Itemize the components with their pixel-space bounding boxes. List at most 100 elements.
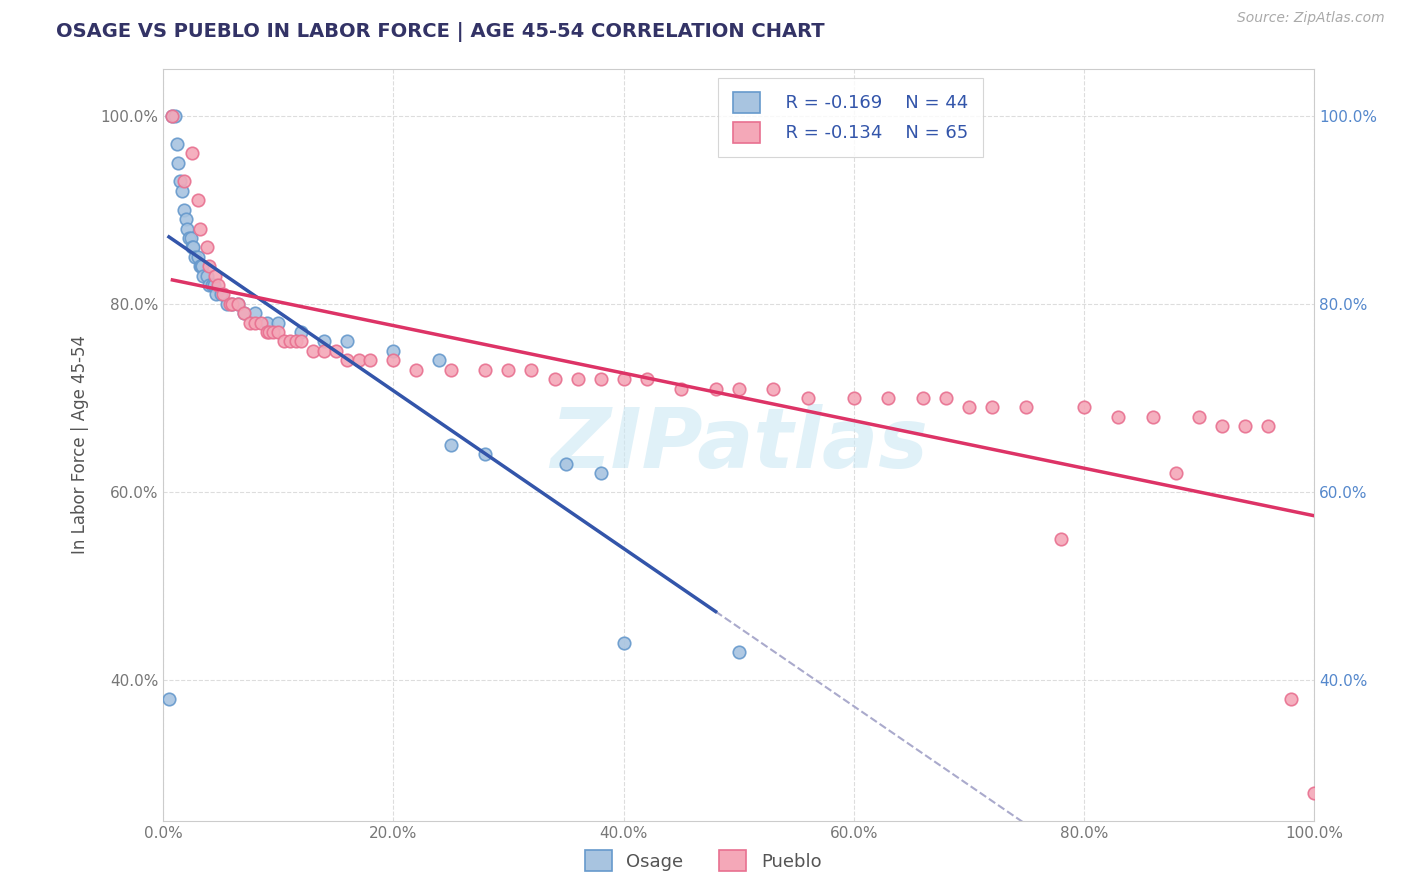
Point — [1303, 786, 1326, 800]
Point — [727, 645, 749, 659]
Point — [202, 277, 225, 292]
Point — [1257, 419, 1279, 434]
Point — [440, 362, 463, 376]
Point — [204, 268, 226, 283]
Point — [173, 174, 195, 188]
Point — [1107, 409, 1129, 424]
Point — [382, 353, 405, 368]
Point — [429, 353, 451, 368]
Point — [980, 401, 1002, 415]
Point — [245, 306, 267, 320]
Point — [290, 334, 312, 349]
Point — [207, 277, 229, 292]
Point — [226, 297, 249, 311]
Point — [1050, 532, 1073, 546]
Point — [669, 382, 692, 396]
Point — [232, 306, 254, 320]
Legend: Osage, Pueblo: Osage, Pueblo — [578, 843, 828, 879]
Legend:   R = -0.169    N = 44,   R = -0.134    N = 65: R = -0.169 N = 44, R = -0.134 N = 65 — [718, 78, 983, 157]
Point — [567, 372, 589, 386]
Point — [169, 174, 191, 188]
Point — [1279, 692, 1302, 706]
Point — [181, 240, 204, 254]
Point — [188, 259, 211, 273]
Point — [256, 316, 278, 330]
Point — [256, 325, 278, 339]
Point — [177, 231, 200, 245]
Point — [166, 136, 188, 151]
Point — [267, 316, 290, 330]
Point — [520, 362, 543, 376]
Point — [195, 268, 218, 283]
Point — [232, 306, 254, 320]
Point — [163, 109, 186, 123]
Point — [336, 334, 359, 349]
Point — [877, 391, 900, 405]
Point — [219, 297, 242, 311]
Point — [727, 382, 749, 396]
Point — [314, 343, 336, 358]
Point — [193, 268, 215, 283]
Point — [1234, 419, 1257, 434]
Point — [957, 401, 980, 415]
Point — [205, 287, 228, 301]
Point — [267, 325, 290, 339]
Point — [1211, 419, 1233, 434]
Point — [347, 353, 370, 368]
Point — [314, 334, 336, 349]
Point — [212, 287, 235, 301]
Point — [1164, 467, 1187, 481]
Point — [911, 391, 934, 405]
Point — [180, 231, 202, 245]
Point — [762, 382, 785, 396]
Point — [474, 362, 496, 376]
Point — [555, 457, 578, 471]
Point — [215, 297, 238, 311]
Point — [181, 240, 204, 254]
Point — [704, 382, 727, 396]
Point — [209, 287, 232, 301]
Point — [612, 372, 634, 386]
Point — [221, 297, 243, 311]
Point — [440, 438, 463, 452]
Point — [250, 316, 273, 330]
Point — [187, 250, 209, 264]
Point — [221, 297, 243, 311]
Point — [1188, 409, 1211, 424]
Point — [162, 109, 184, 123]
Point — [325, 343, 347, 358]
Point — [257, 325, 280, 339]
Point — [157, 692, 180, 706]
Point — [198, 259, 221, 273]
Point — [612, 635, 634, 649]
Point — [1073, 401, 1095, 415]
Point — [191, 259, 214, 273]
Point — [200, 277, 222, 292]
Point — [195, 240, 218, 254]
Point — [589, 467, 612, 481]
Point — [336, 353, 359, 368]
Point — [1142, 409, 1164, 424]
Point — [301, 343, 323, 358]
Text: Source: ZipAtlas.com: Source: ZipAtlas.com — [1237, 11, 1385, 25]
Point — [636, 372, 658, 386]
Point — [359, 353, 381, 368]
Point — [181, 146, 204, 161]
Point — [474, 447, 496, 461]
Point — [796, 391, 818, 405]
Point — [238, 316, 260, 330]
Point — [190, 259, 212, 273]
Point — [226, 297, 249, 311]
Text: ZIPatlas: ZIPatlas — [550, 404, 928, 485]
Point — [935, 391, 957, 405]
Point — [187, 194, 209, 208]
Point — [198, 277, 221, 292]
Point — [842, 391, 865, 405]
Point — [290, 325, 312, 339]
Point — [245, 316, 267, 330]
Point — [273, 334, 295, 349]
Point — [382, 343, 405, 358]
Point — [162, 109, 184, 123]
Text: OSAGE VS PUEBLO IN LABOR FORCE | AGE 45-54 CORRELATION CHART: OSAGE VS PUEBLO IN LABOR FORCE | AGE 45-… — [56, 22, 825, 42]
Point — [176, 221, 198, 235]
